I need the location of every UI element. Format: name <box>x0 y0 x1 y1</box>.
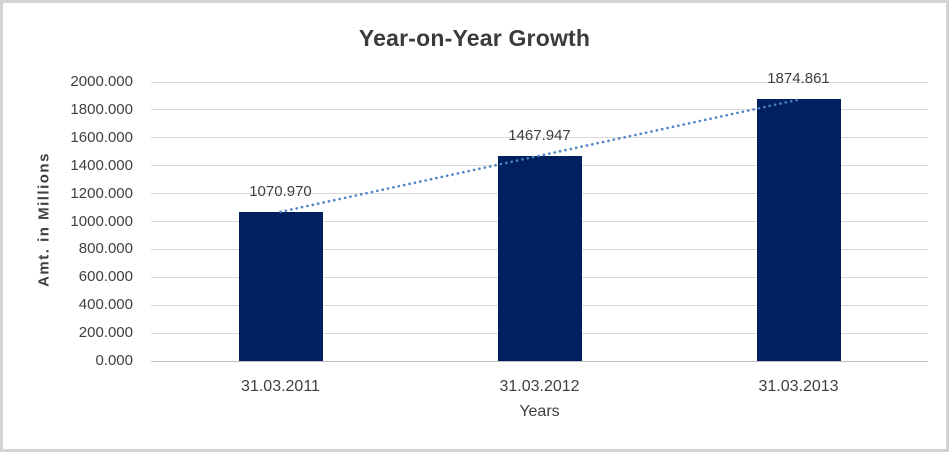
data-label: 1467.947 <box>508 127 571 145</box>
data-label: 1070.970 <box>249 182 312 200</box>
bar <box>238 211 323 361</box>
y-tick-label: 1600.000 <box>70 128 133 146</box>
y-tick-label: 1800.000 <box>70 100 133 118</box>
x-axis-line <box>151 360 928 362</box>
bar <box>756 99 841 361</box>
gridline <box>151 81 928 83</box>
y-tick-label: 800.000 <box>78 240 133 258</box>
y-tick-label: 2000.000 <box>70 73 133 90</box>
y-tick-label: 400.000 <box>78 296 133 314</box>
y-tick-label: 0.000 <box>95 352 133 369</box>
y-tick-label: 1000.000 <box>70 212 133 230</box>
x-tick-label: 31.03.2013 <box>758 378 839 395</box>
y-tick-label: 1400.000 <box>70 156 133 174</box>
chart-title: Year-on-Year Growth <box>358 25 591 51</box>
data-label: 1874.861 <box>767 70 830 88</box>
x-tick-label: 31.03.2012 <box>499 378 580 395</box>
y-tick-label: 200.000 <box>78 324 133 342</box>
y-tick-label: 600.000 <box>78 268 133 286</box>
x-tick-label: 31.03.2011 <box>241 378 320 395</box>
y-tick-label: 1200.000 <box>70 184 133 202</box>
x-axis-title: Years <box>519 403 560 420</box>
bar <box>497 156 582 361</box>
